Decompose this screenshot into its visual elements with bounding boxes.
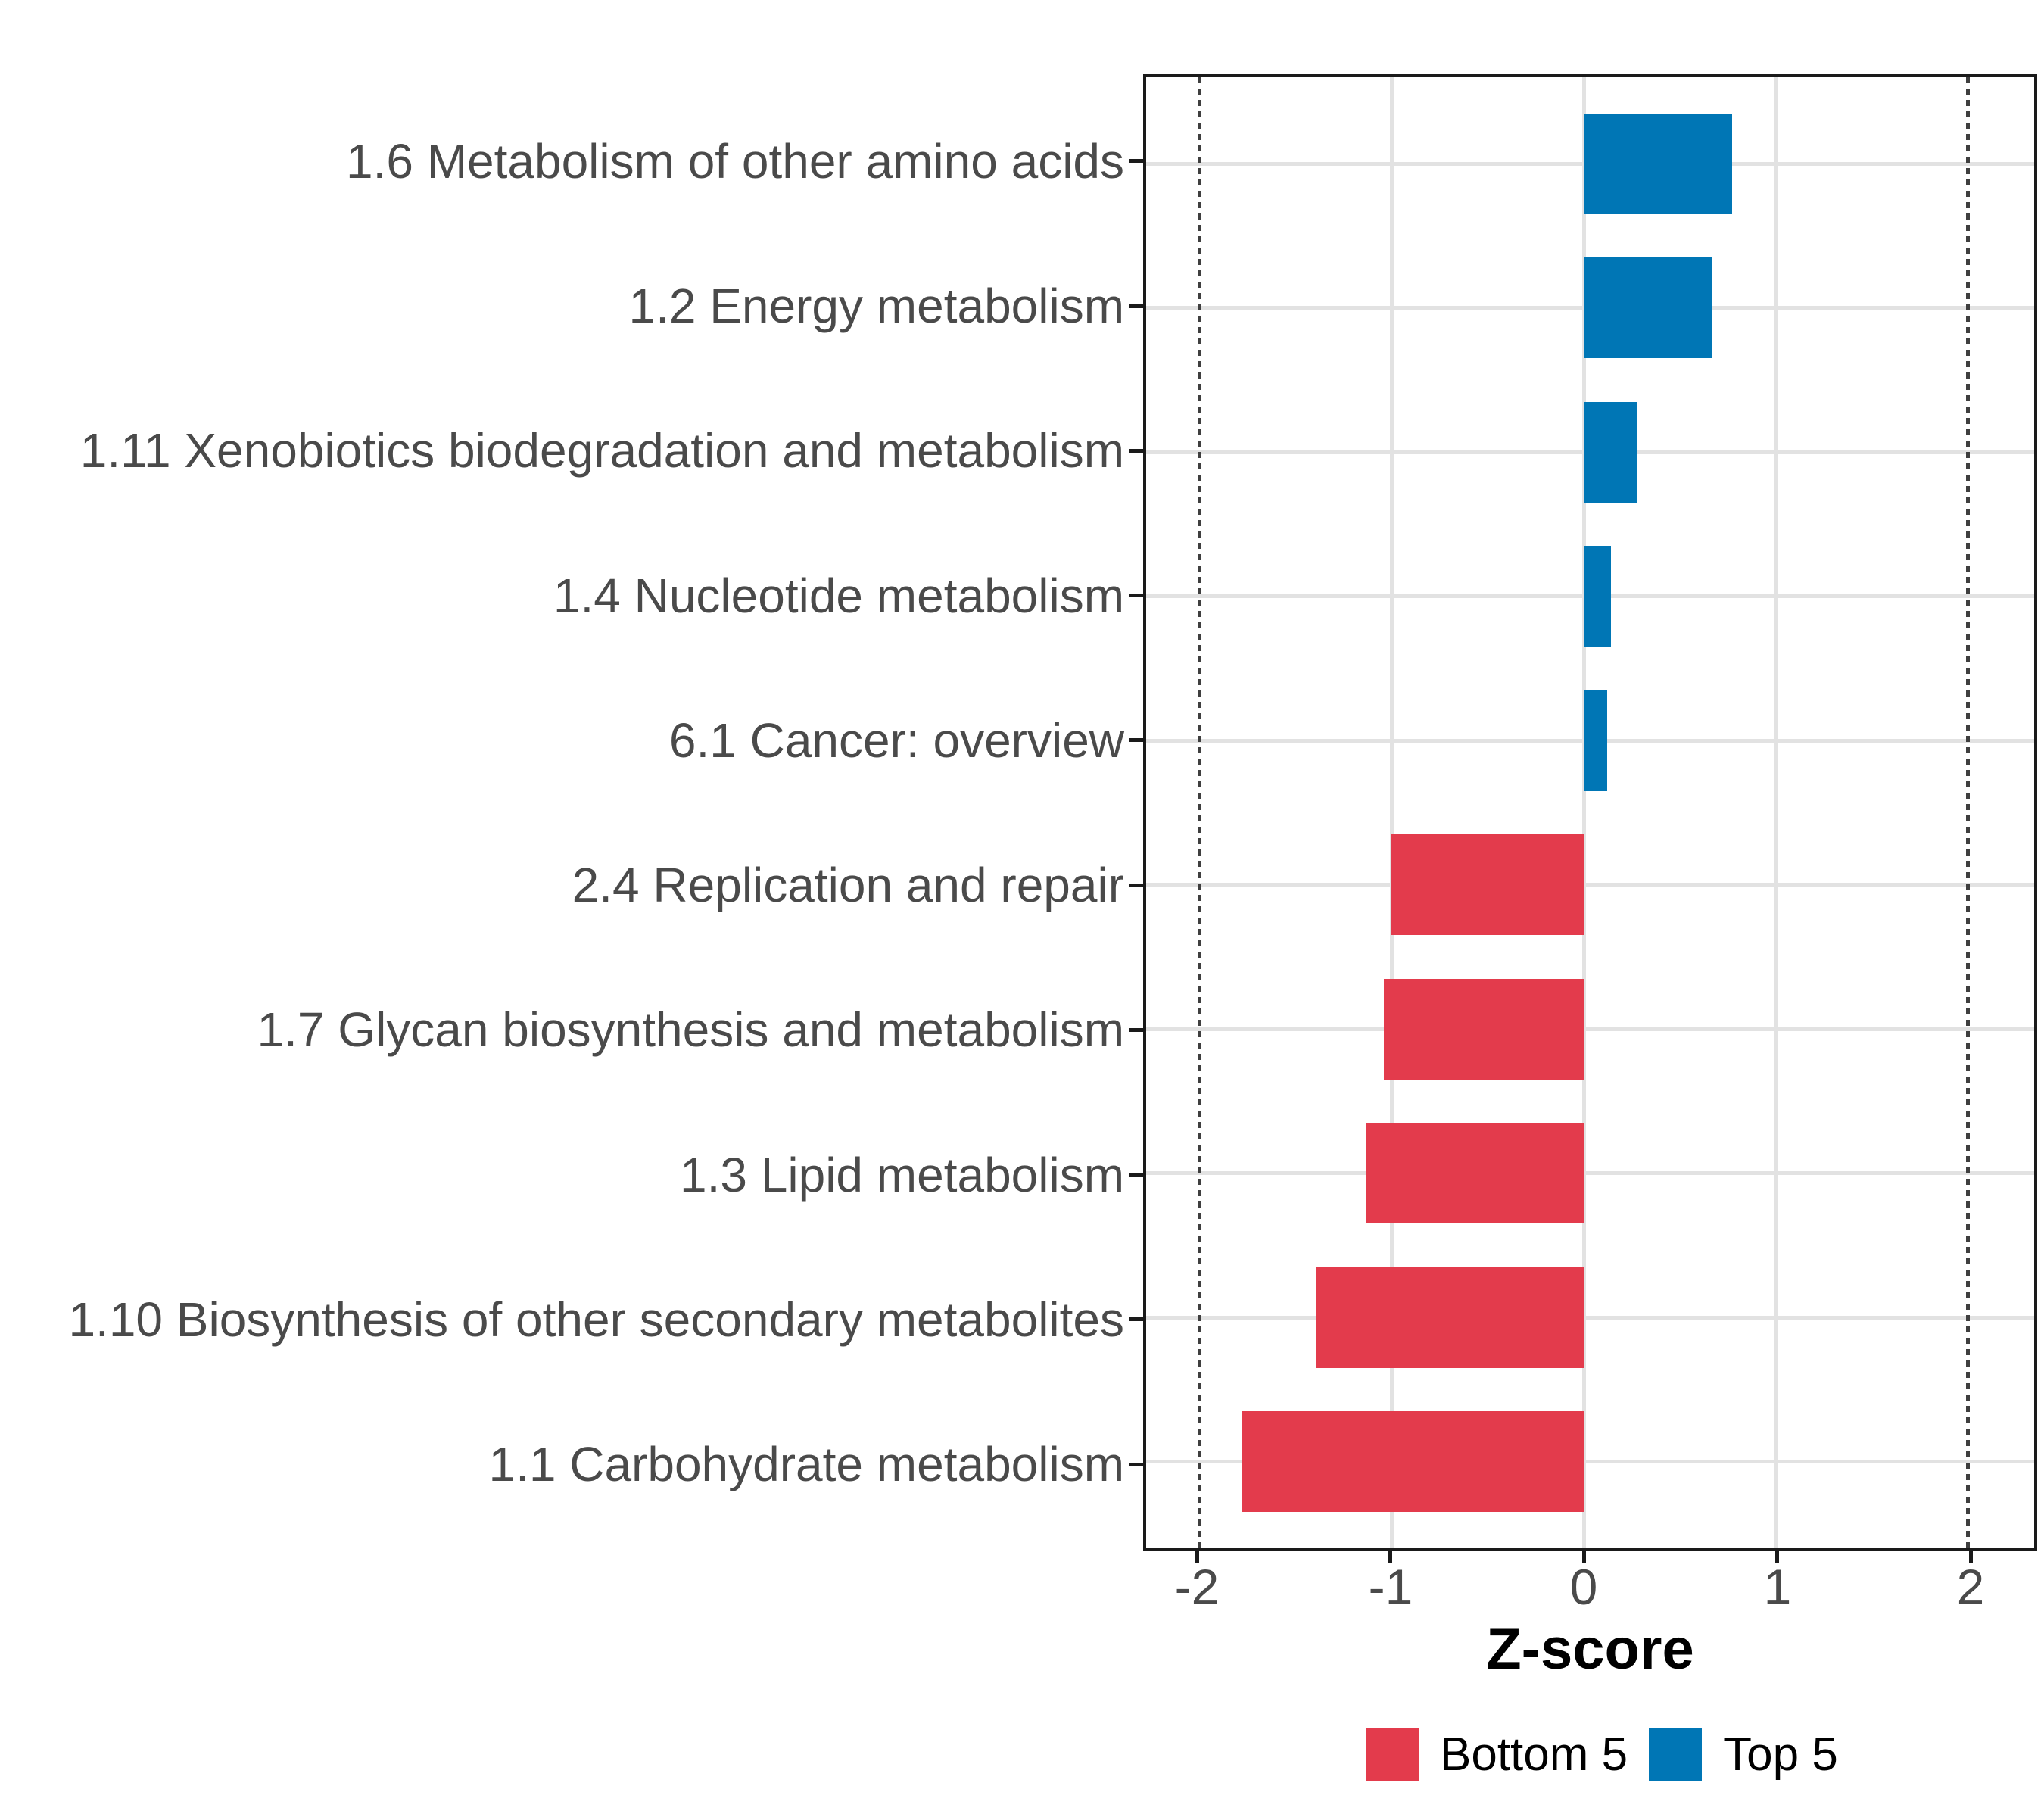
x-axis-tick-label: 1 [1763, 1559, 1792, 1615]
legend-key-bottom5-swatch [1366, 1728, 1419, 1781]
y-axis-label: 1.2 Energy metabolism [628, 279, 1124, 333]
bar [1384, 978, 1584, 1080]
y-axis-label: 1.1 Carbohydrate metabolism [488, 1437, 1124, 1491]
x-axis-tick-label: 2 [1956, 1559, 1985, 1615]
legend: Bottom 5 Top 5 [1366, 1728, 1838, 1782]
x-axis-tick [1582, 1551, 1586, 1563]
y-axis-tick [1129, 1028, 1143, 1032]
y-axis-tick [1129, 1317, 1143, 1321]
y-axis-tick [1129, 738, 1143, 742]
legend-label-bottom5: Bottom 5 [1440, 1728, 1628, 1781]
y-axis-tick [1129, 884, 1143, 887]
x-axis-tick-label: -2 [1174, 1559, 1220, 1615]
gridline-y-major [1146, 1460, 2034, 1464]
bar [1391, 834, 1584, 936]
gridline-x-major [1389, 77, 1394, 1548]
y-axis-tick [1129, 1173, 1143, 1177]
legend-item-bottom5: Bottom 5 [1366, 1728, 1628, 1782]
y-axis-label: 1.7 Glycan biosynthesis and metabolism [257, 1002, 1124, 1057]
gridline-y-major [1146, 1315, 2034, 1320]
y-axis-tick [1129, 449, 1143, 453]
bar [1316, 1267, 1584, 1368]
y-axis-label: 1.10 Biosynthesis of other secondary met… [68, 1292, 1124, 1347]
x-axis-tick [1969, 1551, 1973, 1563]
y-axis-tick [1129, 594, 1143, 597]
x-axis-tick-label: -1 [1368, 1559, 1413, 1615]
bar [1584, 257, 1713, 359]
bar [1242, 1411, 1584, 1513]
gridline-y-major [1146, 1171, 2034, 1176]
y-axis-tick [1129, 1463, 1143, 1466]
bar [1366, 1123, 1584, 1224]
bar [1584, 113, 1732, 214]
y-axis-label: 1.11 Xenobiotics biodegradation and meta… [79, 423, 1124, 478]
legend-label-top5: Top 5 [1723, 1728, 1838, 1781]
reference-line [1198, 77, 1202, 1548]
reference-line [1966, 77, 1971, 1548]
plot-panel [1143, 74, 2037, 1551]
y-axis-label: 1.6 Metabolism of other amino acids [345, 134, 1124, 189]
gridline-x-major [1581, 77, 1586, 1548]
legend-item-top5: Top 5 [1649, 1728, 1838, 1782]
y-axis-label: 1.3 Lipid metabolism [680, 1148, 1124, 1202]
gridline-x-major [1774, 77, 1778, 1548]
y-axis-label: 2.4 Replication and repair [572, 858, 1124, 912]
bar [1584, 401, 1638, 503]
bar [1584, 690, 1607, 791]
x-axis-tick [1195, 1551, 1199, 1563]
x-axis-tick-label: 0 [1569, 1559, 1598, 1615]
gridline-y-major [1146, 883, 2034, 887]
legend-key-top5-swatch [1649, 1728, 1703, 1781]
y-axis-label: 1.4 Nucleotide metabolism [553, 569, 1124, 623]
x-axis-tick [1775, 1551, 1779, 1563]
gridline-y-major [1146, 1027, 2034, 1031]
y-axis-tick [1129, 304, 1143, 308]
bar [1584, 546, 1611, 647]
y-axis-label: 6.1 Cancer: overview [668, 713, 1124, 768]
x-axis-tick [1388, 1551, 1392, 1563]
x-axis-title: Z-score [1486, 1617, 1694, 1681]
y-axis-tick [1129, 159, 1143, 163]
